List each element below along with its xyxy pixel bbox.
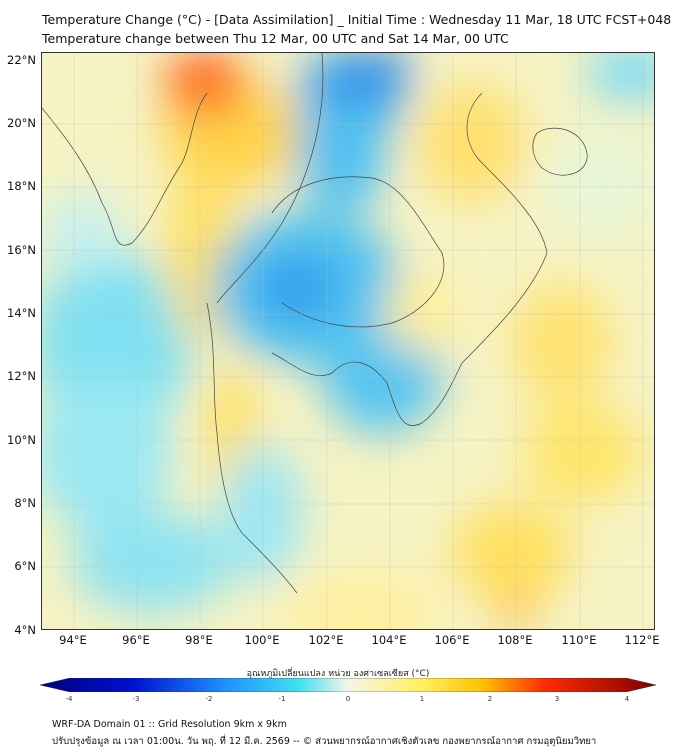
lat-label: 20°N <box>7 116 36 130</box>
coastlines <box>42 53 588 594</box>
colorbar-tick: 3 <box>554 695 560 703</box>
lon-label: 108°E <box>497 633 533 647</box>
footer-model-info: WRF-DA Domain 01 :: Grid Resolution 9km … <box>52 719 287 730</box>
colorbar-tick: -3 <box>132 695 140 703</box>
colorbar-tick: -2 <box>205 695 213 703</box>
figure-title: Temperature Change (°C) - [Data Assimila… <box>42 12 672 27</box>
lon-label: 96°E <box>122 633 150 647</box>
lon-label: 98°E <box>185 633 213 647</box>
figure-subtitle: Temperature change between Thu 12 Mar, 0… <box>42 31 509 46</box>
colorbar-tick: 2 <box>487 695 493 703</box>
lon-label: 106°E <box>434 633 470 647</box>
lat-label: 14°N <box>7 306 36 320</box>
lat-label: 4°N <box>14 623 36 637</box>
temperature-change-map <box>41 52 655 630</box>
lat-label: 18°N <box>7 179 36 193</box>
temperature-field <box>42 53 654 629</box>
footer-credits: ปรับปรุงข้อมูล ณ เวลา 01:00น. วัน พฤ. ที… <box>52 736 597 747</box>
lat-label: 8°N <box>14 496 36 510</box>
lon-label: 104°E <box>371 633 407 647</box>
colorbar <box>40 678 656 692</box>
lat-label: 16°N <box>7 243 36 257</box>
colorbar-tick: 4 <box>624 695 630 703</box>
map-field <box>42 53 654 629</box>
colorbar-title: อุณหภูมิเปลี่ยนแปลง หน่วย องศาเซลเซียส (… <box>246 669 430 679</box>
lat-label: 6°N <box>14 559 36 573</box>
lon-label: 110°E <box>561 633 597 647</box>
lon-label: 100°E <box>244 633 280 647</box>
colorbar-tick: 0 <box>345 695 351 703</box>
gridlines <box>42 53 654 629</box>
colorbar-tick: -1 <box>278 695 286 703</box>
lat-label: 12°N <box>7 369 36 383</box>
lon-label: 102°E <box>308 633 344 647</box>
lon-label: 112°E <box>624 633 660 647</box>
lon-label: 94°E <box>59 633 87 647</box>
lat-label: 10°N <box>7 433 36 447</box>
lat-label: 22°N <box>7 53 36 67</box>
colorbar-tick: 1 <box>419 695 425 703</box>
colorbar-tick: -4 <box>65 695 73 703</box>
